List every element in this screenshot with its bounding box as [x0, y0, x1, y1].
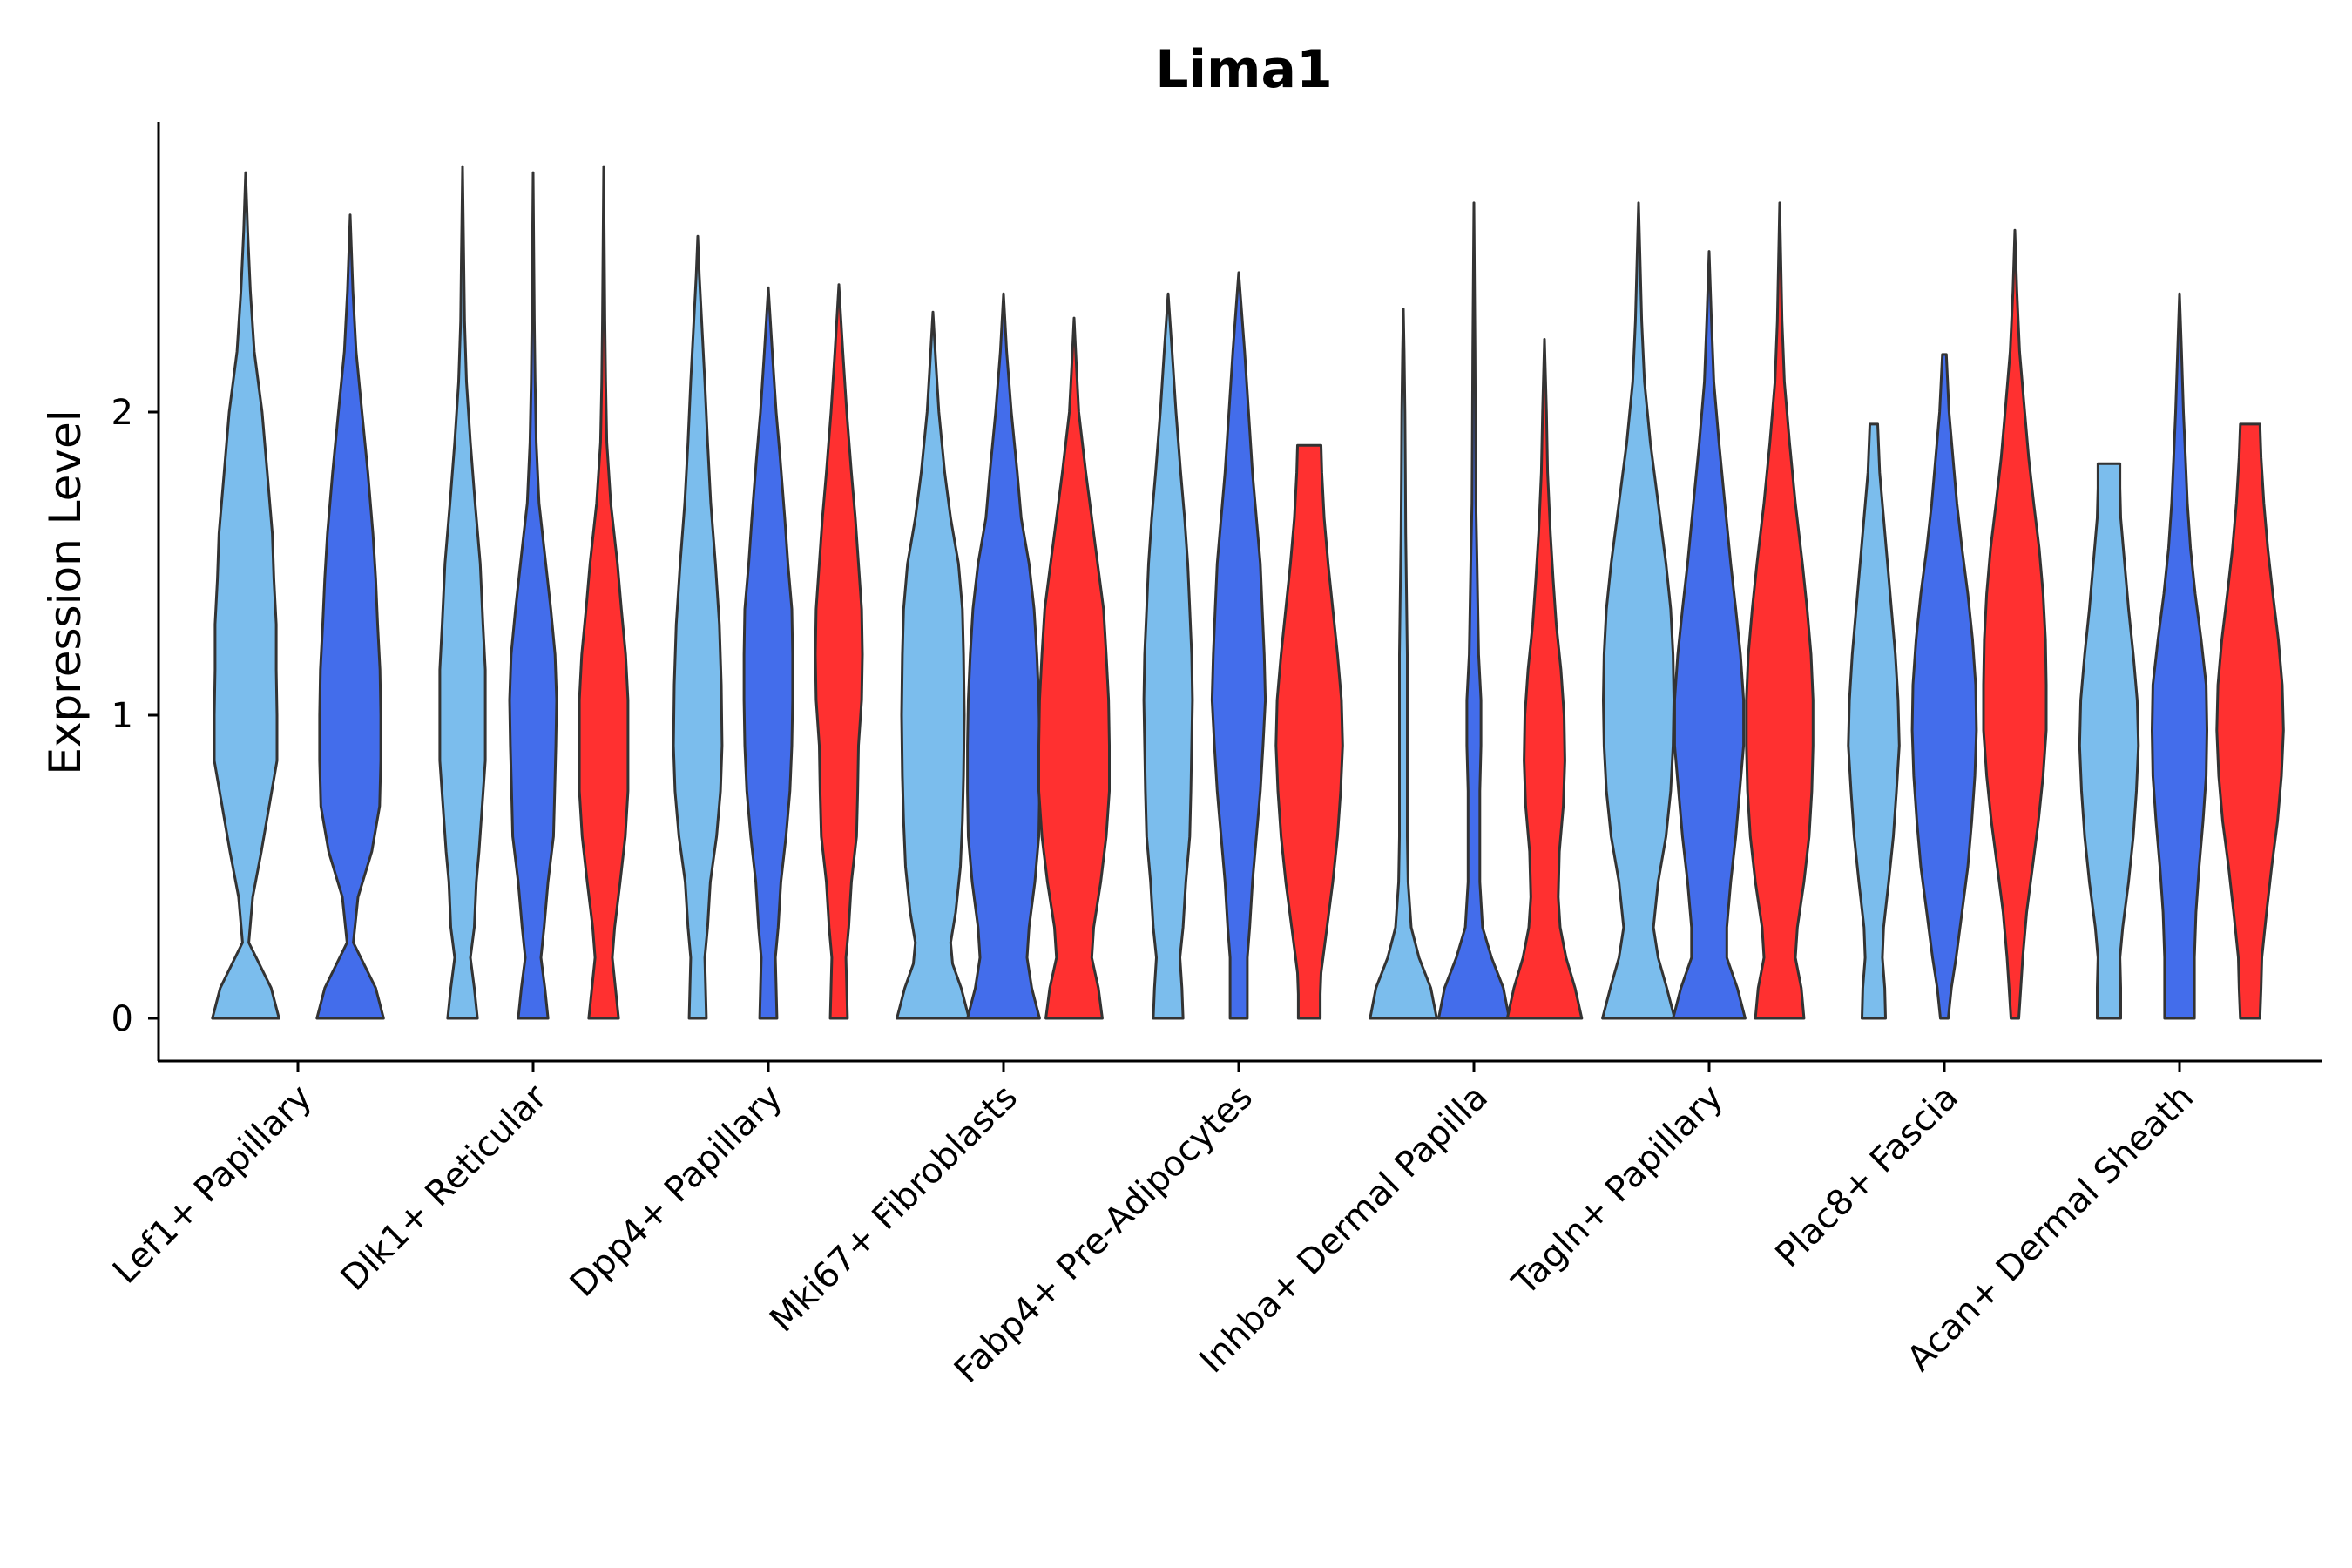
- violin-3-0: [896, 310, 970, 1020]
- violin-1-2: [578, 165, 630, 1020]
- x-tick-label: Lef1+ Papillary: [105, 1078, 320, 1292]
- violin-6-2: [1745, 201, 1815, 1020]
- y-tick-label: 0: [112, 999, 133, 1039]
- y-axis-label: Expression Level: [40, 409, 91, 774]
- violin-7-0: [1847, 422, 1901, 1020]
- chart-title: Lima1: [1155, 39, 1333, 100]
- x-tick-label: Dpp4+ Papillary: [563, 1078, 790, 1305]
- violin-2-0: [672, 234, 724, 1020]
- x-tick-label: Tagln+ Papillary: [1504, 1078, 1731, 1304]
- violin-1-1: [508, 171, 558, 1020]
- violin-8-0: [2078, 462, 2140, 1020]
- violin-4-1: [1210, 271, 1267, 1020]
- violin-4-2: [1274, 443, 1344, 1020]
- violin-2-2: [814, 283, 864, 1020]
- y-tick-label: 1: [112, 696, 133, 736]
- x-tick-label: Dlk1+ Reticular: [334, 1077, 556, 1299]
- violin-5-2: [1505, 338, 1584, 1020]
- violin-0-1: [315, 213, 385, 1020]
- x-tick-label: Plac8+ Fascia: [1768, 1078, 1967, 1276]
- violin-5-0: [1369, 308, 1438, 1020]
- violin-7-1: [1910, 353, 1978, 1020]
- y-ticks: 0 1 2: [112, 393, 159, 1039]
- violin-3-2: [1037, 316, 1111, 1020]
- violin-8-2: [2215, 422, 2285, 1020]
- violin-7-2: [1982, 228, 2048, 1020]
- violin-3-1: [966, 292, 1041, 1020]
- violins-layer: [211, 165, 2285, 1020]
- x-ticks: Lef1+ Papillary Dlk1+ Reticular Dpp4+ Papi…: [105, 1061, 2201, 1391]
- violin-5-1: [1437, 201, 1511, 1020]
- y-tick-label: 2: [112, 393, 133, 433]
- violin-4-0: [1142, 292, 1194, 1020]
- violin-1-0: [438, 165, 487, 1020]
- violin-6-1: [1672, 250, 1747, 1020]
- violin-0-0: [211, 171, 280, 1020]
- violin-8-1: [2151, 292, 2208, 1020]
- violin-2-1: [742, 286, 794, 1020]
- violin-6-0: [1601, 201, 1676, 1020]
- x-tick-label: Mki67+ Fibroblasts: [762, 1078, 1025, 1341]
